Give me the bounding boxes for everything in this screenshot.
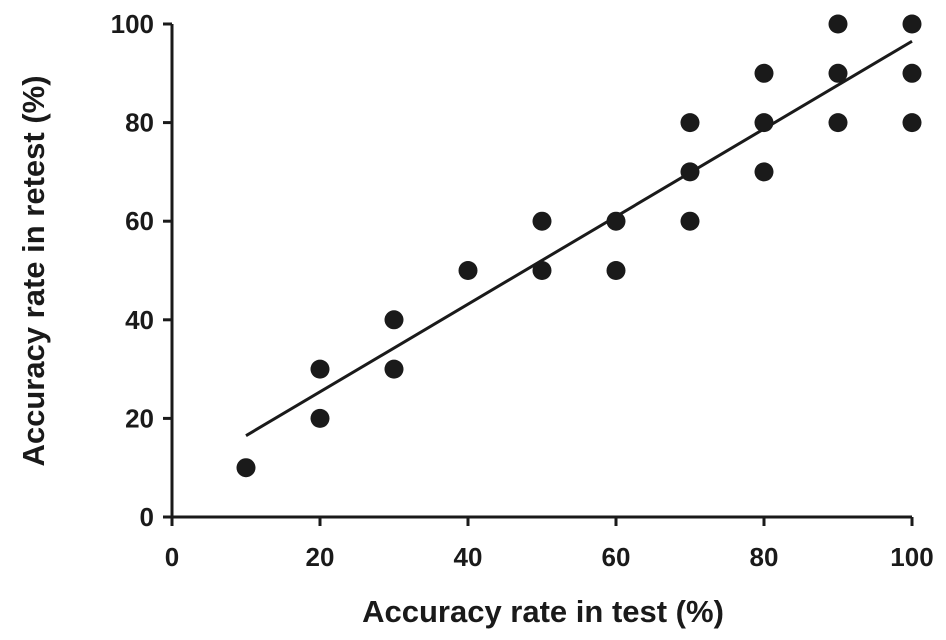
x-tick-label: 80 (750, 542, 779, 572)
x-tick-label: 60 (602, 542, 631, 572)
data-point (236, 458, 256, 478)
x-axis-title: Accuracy rate in test (%) (362, 594, 724, 629)
data-point (902, 14, 922, 34)
x-tick-label: 100 (890, 542, 933, 572)
data-point (754, 162, 774, 182)
data-points (236, 14, 922, 478)
fit-line-group (245, 39, 913, 437)
data-point (828, 63, 848, 83)
data-point (828, 14, 848, 34)
data-point (754, 63, 774, 83)
y-ticks: 0 20 40 60 80 100 (111, 9, 172, 532)
x-tick-label: 40 (454, 542, 483, 572)
data-point (680, 162, 700, 182)
data-point (902, 113, 922, 133)
axes (170, 24, 912, 519)
y-tick-label: 100 (111, 9, 154, 39)
y-axis-title: Accuracy rate in retest (%) (16, 75, 51, 466)
data-point (310, 359, 330, 379)
data-point (828, 113, 848, 133)
y-tick-label: 80 (125, 108, 154, 138)
data-point (606, 261, 626, 280)
data-point (310, 408, 330, 428)
data-point (680, 211, 700, 231)
data-point (606, 211, 626, 231)
data-point (458, 261, 478, 280)
x-tick-label: 0 (165, 542, 179, 572)
regression-line (245, 39, 913, 437)
data-point (532, 261, 552, 280)
y-tick-label: 60 (125, 206, 154, 236)
data-point (384, 310, 404, 330)
y-tick-label: 40 (125, 305, 154, 335)
x-tick-label: 20 (306, 542, 335, 572)
x-ticks: 0 20 40 60 80 100 (165, 517, 934, 572)
data-point (680, 113, 700, 133)
y-tick-label: 0 (140, 502, 154, 532)
data-point (902, 63, 922, 83)
y-tick-label: 20 (125, 403, 154, 433)
data-point (754, 113, 774, 133)
data-point (384, 359, 404, 379)
data-point (532, 211, 552, 231)
